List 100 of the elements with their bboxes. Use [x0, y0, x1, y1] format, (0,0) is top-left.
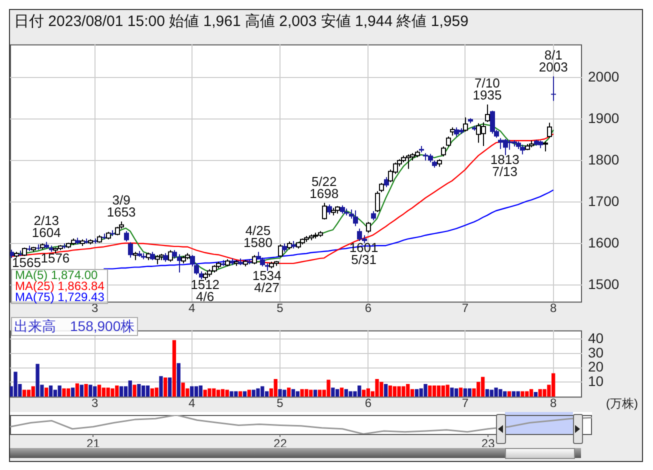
bar — [159, 376, 163, 397]
y-axis-title: (万株) — [606, 396, 638, 410]
candlestick — [128, 242, 133, 258]
x-tick-label: 6 — [364, 301, 372, 316]
bar — [62, 388, 66, 397]
bar — [485, 389, 490, 397]
bar — [463, 388, 468, 397]
y-tick-label: 2000 — [588, 68, 620, 84]
bar — [58, 385, 62, 397]
candlestick — [124, 230, 129, 242]
bar — [146, 385, 150, 397]
bar — [436, 385, 441, 397]
bar — [150, 388, 154, 397]
bar — [198, 385, 202, 397]
bar — [172, 340, 176, 397]
bar — [164, 378, 168, 397]
candlestick — [490, 110, 495, 134]
bar — [44, 388, 48, 397]
bar — [154, 388, 158, 397]
candlestick — [327, 204, 332, 215]
annotation: 4/25 1580 — [244, 222, 272, 250]
candlestick — [353, 210, 358, 227]
bar — [168, 378, 172, 397]
bar — [468, 388, 472, 397]
bar — [225, 390, 229, 397]
bar — [137, 384, 141, 397]
bar — [128, 380, 132, 397]
bar — [375, 379, 379, 397]
x-tick-label: 7 — [462, 301, 469, 316]
bar — [216, 390, 220, 397]
bar — [291, 389, 296, 397]
bar — [384, 384, 388, 397]
bar — [274, 379, 278, 397]
y-tick-label: 40 — [588, 330, 604, 346]
candlestick — [551, 76, 556, 102]
bar — [326, 380, 330, 397]
bar — [318, 390, 322, 397]
annotation: 5/22 1698 — [310, 174, 339, 201]
x-tick-label: 6 — [364, 396, 372, 410]
bar — [366, 388, 370, 397]
x-tick-label: 5 — [276, 301, 284, 316]
bar — [520, 391, 524, 397]
bar — [516, 391, 520, 397]
bar — [450, 388, 454, 397]
bar — [220, 389, 225, 397]
bar — [70, 388, 75, 397]
bar — [119, 386, 124, 397]
bar — [534, 392, 538, 397]
bar — [75, 383, 80, 397]
bar — [428, 385, 432, 397]
bar — [80, 384, 84, 397]
annotation: 8/1 2003 — [538, 47, 568, 74]
bar — [22, 390, 26, 397]
bar — [388, 385, 392, 397]
bar — [287, 388, 291, 397]
bar — [26, 390, 31, 397]
bar — [242, 391, 247, 397]
bar — [84, 384, 88, 397]
annotation: 1813 7/13 — [490, 152, 520, 180]
bar — [507, 391, 512, 397]
candlestick — [520, 144, 525, 155]
bar — [296, 391, 300, 397]
bar — [176, 363, 180, 397]
bar — [48, 385, 53, 397]
bar — [529, 389, 534, 397]
bar — [97, 384, 102, 397]
x-tick-label: 7 — [462, 396, 469, 410]
bar — [458, 388, 463, 397]
bar — [190, 386, 194, 397]
y-tick-label: 30 — [588, 344, 604, 360]
x-tick-label: 4 — [188, 396, 196, 410]
y-tick-label: 1900 — [588, 110, 620, 126]
bar — [424, 384, 428, 397]
annotation: 2/13 1604 — [32, 212, 61, 240]
bar — [247, 390, 251, 397]
bar — [194, 386, 198, 397]
x-tick-label: 8 — [550, 396, 557, 410]
chart-title: 日付 2023/08/01 15:00 始値 1,961 高値 2,003 安値 1,944 終値 1,959 — [14, 12, 468, 31]
bar — [132, 384, 136, 397]
bar — [313, 390, 318, 397]
x-tick-label: 5 — [276, 396, 284, 410]
bar — [480, 376, 485, 397]
annotation: 7/10 1935 — [472, 76, 502, 103]
bar — [53, 390, 58, 397]
bar — [102, 388, 106, 397]
y-tick-label: 1500 — [588, 276, 620, 292]
annotation: 3/9 1653 — [106, 192, 136, 220]
candlestick — [371, 210, 376, 221]
y-tick-label: 10 — [588, 373, 604, 390]
annotation: 1565 — [12, 255, 41, 270]
bar — [31, 386, 35, 397]
bar — [446, 384, 450, 397]
y-tick-label: 1700 — [588, 192, 620, 209]
bar — [362, 390, 366, 397]
bar — [331, 388, 335, 397]
candlestick — [384, 176, 389, 188]
x-tick-label: 8 — [550, 301, 557, 316]
y-tick-label: 20 — [588, 358, 604, 375]
annotation: 1576 — [40, 250, 70, 266]
bar — [432, 385, 436, 397]
